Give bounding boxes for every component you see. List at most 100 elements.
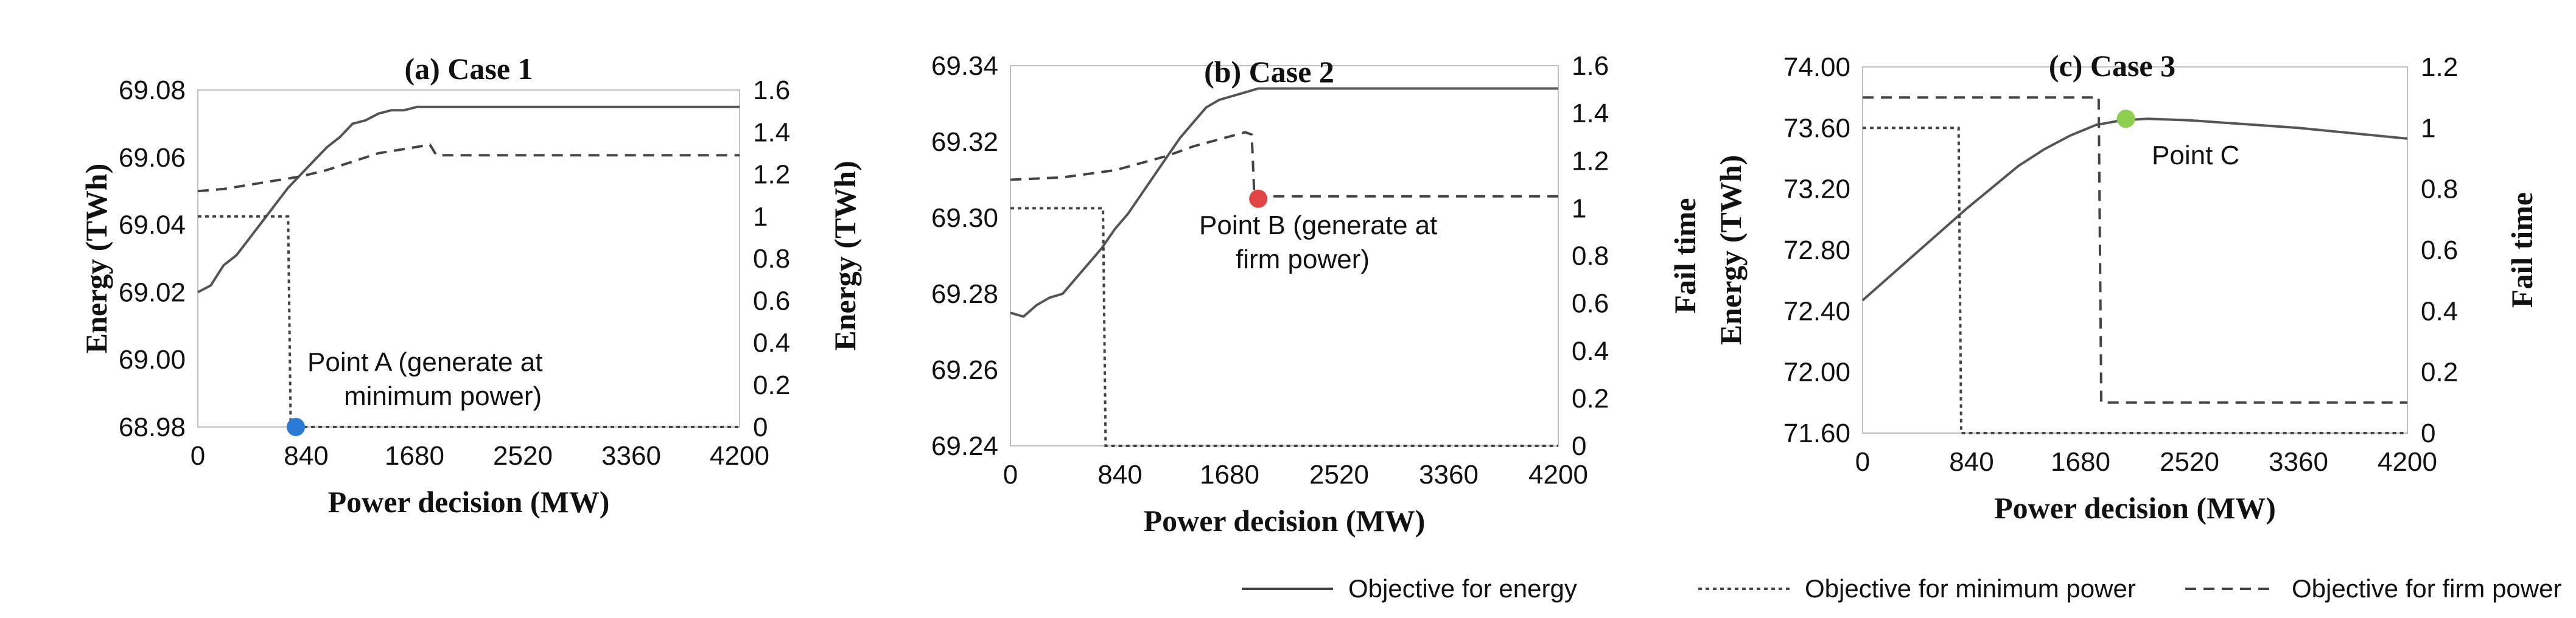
y-tick-label: 69.24 xyxy=(931,431,998,461)
y-tick-label: 74.00 xyxy=(1783,52,1850,82)
annotation-text: Point C xyxy=(2152,141,2239,170)
series-line-min xyxy=(1010,207,1558,447)
x-tick-label: 4200 xyxy=(710,441,769,471)
series-line-min xyxy=(198,215,740,428)
x-tick-label: 0 xyxy=(191,441,205,471)
x-axis-title: Power decision (MW) xyxy=(1144,504,1426,538)
point-marker xyxy=(287,418,306,436)
y2-tick-label: 1.2 xyxy=(753,160,790,190)
y-tick-label: 69.26 xyxy=(931,355,998,385)
y2-tick-label: 1.2 xyxy=(2421,52,2458,82)
y2-tick-label: 1 xyxy=(753,202,768,232)
y-tick-label: 71.60 xyxy=(1783,418,1850,448)
y-tick-label: 69.06 xyxy=(119,143,186,173)
x-tick-label: 1680 xyxy=(385,441,444,471)
y-tick-label: 69.32 xyxy=(931,127,998,157)
series-line-energy xyxy=(1861,117,2408,302)
series-line-firm xyxy=(1010,131,1558,198)
annotation-text: Point B (generate at xyxy=(1199,210,1437,240)
annotation-text: firm power) xyxy=(1236,245,1370,274)
y2-tick-label: 0 xyxy=(1572,431,1586,461)
x-tick-label: 1680 xyxy=(2051,447,2110,477)
y-axis-title: Energy (TWh) xyxy=(828,161,862,351)
y2-tick-label: 1 xyxy=(2421,113,2435,143)
y2-tick-label: 0.8 xyxy=(1572,241,1609,271)
y-tick-label: 69.28 xyxy=(931,279,998,309)
x-tick-label: 4200 xyxy=(1528,460,1588,490)
panel-title: (b) Case 2 xyxy=(1204,55,1334,89)
legend-label-energy: Objective for energy xyxy=(1348,574,1577,603)
plot-frame xyxy=(1862,66,2408,434)
y2-tick-label: 0.8 xyxy=(2421,175,2458,204)
y2-tick-label: 0.4 xyxy=(1572,336,1609,366)
y-tick-label: 72.80 xyxy=(1783,235,1850,265)
series-line-min xyxy=(1863,127,2407,434)
x-tick-label: 1680 xyxy=(1200,460,1259,490)
y2-tick-label: 1.2 xyxy=(1572,146,1609,176)
y2-axis-title: Fail time xyxy=(2505,192,2539,308)
chart-panel-2: 0 840 1680 2520 3360 4200 69.24 69.26 69.28 69.30… xyxy=(828,51,1702,538)
y-tick-label: 72.00 xyxy=(1783,358,1850,387)
series-line-firm xyxy=(1863,96,2407,404)
x-axis-title: Power decision (MW) xyxy=(328,485,610,519)
x-tick-label: 3360 xyxy=(1419,460,1479,490)
x-tick-label: 2520 xyxy=(1309,460,1369,490)
y2-tick-label: 0.2 xyxy=(753,370,790,400)
series-line-firm xyxy=(197,143,740,193)
y2-tick-label: 1.6 xyxy=(1572,51,1609,81)
panel-title: (c) Case 3 xyxy=(2049,49,2175,83)
y2-tick-label: 1 xyxy=(1572,193,1586,223)
x-tick-label: 3360 xyxy=(601,441,661,471)
legend: Objective for energy Objective for minimu… xyxy=(1242,574,2561,603)
y-tick-label: 72.40 xyxy=(1783,296,1850,326)
point-marker xyxy=(2116,109,2135,128)
x-axis-title: Power decision (MW) xyxy=(1994,491,2276,525)
y2-tick-label: 1.4 xyxy=(753,117,790,147)
x-tick-label: 3360 xyxy=(2269,447,2328,477)
y-tick-label: 69.04 xyxy=(119,210,186,240)
y2-tick-label: 1.6 xyxy=(753,75,790,105)
plot-frame xyxy=(197,89,740,428)
x-tick-label: 4200 xyxy=(2378,447,2437,477)
plot-frame xyxy=(1010,65,1559,446)
chart-panel-3: 0 840 1680 2520 3360 4200 71.60 72.00 72.40 72.80… xyxy=(1713,49,2539,525)
y-axis-title: Energy (TWh) xyxy=(79,164,113,354)
legend-label-min: Objective for minimum power xyxy=(1805,574,2136,603)
x-tick-label: 2520 xyxy=(493,441,553,471)
series-line-energy xyxy=(1010,87,1558,318)
y2-tick-label: 0 xyxy=(2421,418,2435,448)
y2-tick-label: 0.8 xyxy=(753,244,790,274)
y2-tick-label: 0.4 xyxy=(753,328,790,358)
y-tick-label: 69.02 xyxy=(119,277,186,307)
chart-panel-1: 0 840 1680 2520 3360 4200 68.98 69.00 69.02 69.04… xyxy=(79,52,790,519)
panel-title: (a) Case 1 xyxy=(404,52,533,86)
x-tick-label: 0 xyxy=(1855,447,1870,477)
y-tick-label: 69.30 xyxy=(931,203,998,233)
annotation-text: Point A (generate at xyxy=(307,347,543,377)
y2-tick-label: 1.4 xyxy=(1572,99,1609,128)
point-marker xyxy=(1249,189,1268,208)
x-tick-label: 0 xyxy=(1003,460,1018,490)
y-tick-label: 69.00 xyxy=(119,345,186,375)
y2-axis-title: Fail time xyxy=(1668,198,1702,313)
x-tick-label: 840 xyxy=(1949,447,1993,477)
x-tick-label: 840 xyxy=(284,441,328,471)
x-tick-label: 840 xyxy=(1097,460,1142,490)
legend-label-firm: Objective for firm power xyxy=(2292,574,2561,603)
y-axis-title: Energy (TWh) xyxy=(1713,155,1748,345)
annotation-text: minimum power) xyxy=(344,381,542,411)
y-tick-label: 73.20 xyxy=(1783,175,1850,204)
y2-tick-label: 0.4 xyxy=(2421,296,2458,326)
x-tick-label: 2520 xyxy=(2160,447,2219,477)
y2-tick-label: 0.2 xyxy=(1572,384,1609,414)
y2-tick-label: 0.2 xyxy=(2421,358,2458,387)
series-line-energy xyxy=(197,105,740,294)
y-tick-label: 69.08 xyxy=(119,75,186,105)
y-tick-label: 68.98 xyxy=(119,412,186,442)
y-tick-label: 69.34 xyxy=(931,51,998,81)
y2-tick-label: 0.6 xyxy=(2421,235,2458,265)
y-tick-label: 73.60 xyxy=(1783,113,1850,143)
y2-tick-label: 0.6 xyxy=(753,286,790,316)
y2-tick-label: 0.6 xyxy=(1572,289,1609,319)
